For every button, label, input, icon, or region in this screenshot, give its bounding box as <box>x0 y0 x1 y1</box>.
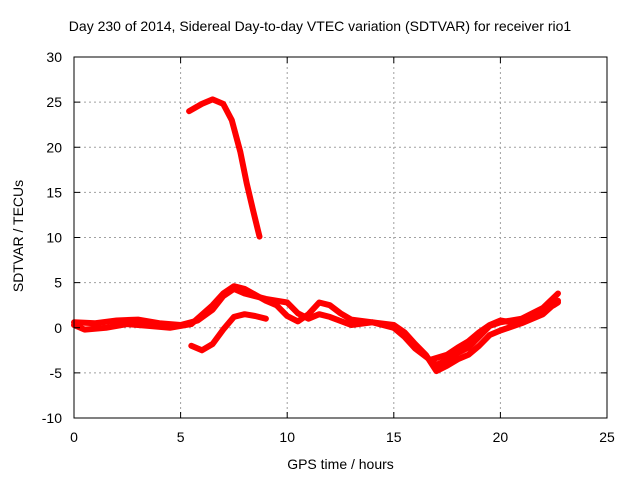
x-axis-label: GPS time / hours <box>287 456 394 472</box>
y-tick-label: 20 <box>46 139 62 155</box>
series-track-c <box>71 283 561 375</box>
y-tick-label: 25 <box>46 94 62 110</box>
series-track-d <box>188 311 269 354</box>
series-track-a <box>186 96 263 240</box>
x-tick-label: 25 <box>599 429 615 445</box>
y-tick-label: 0 <box>54 320 62 336</box>
x-tick-label: 0 <box>70 429 78 445</box>
y-tick-label: -5 <box>50 365 63 381</box>
x-tick-label: 5 <box>177 429 185 445</box>
y-tick-label: 30 <box>46 49 62 65</box>
x-tick-label: 20 <box>493 429 509 445</box>
y-tick-label: 5 <box>54 275 62 291</box>
y-axis-label: SDTVAR / TECUs <box>10 179 26 293</box>
chart-title: Day 230 of 2014, Sidereal Day-to-day VTE… <box>68 18 572 34</box>
series-track-e <box>429 299 561 363</box>
x-tick-label: 15 <box>386 429 402 445</box>
x-tick-label: 10 <box>279 429 295 445</box>
y-tick-label: -10 <box>42 410 62 426</box>
y-tick-label: 15 <box>46 184 62 200</box>
y-tick-label: 10 <box>46 230 62 246</box>
